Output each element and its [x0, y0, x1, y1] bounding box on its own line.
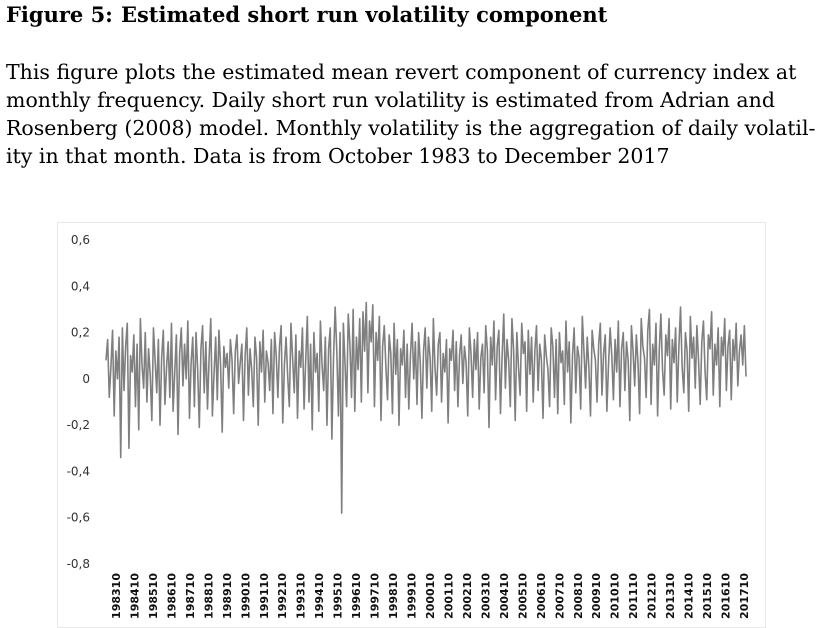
x-tick-label: 201610 [720, 573, 733, 619]
x-tick-label: 200010 [424, 573, 437, 619]
y-tick-label: -0,2 [67, 418, 90, 432]
y-tick-label: -0,6 [67, 511, 90, 525]
figure-label: Figure 5: [6, 2, 113, 27]
x-tick-label: 199310 [295, 573, 308, 619]
x-tick-label: 199910 [406, 573, 419, 619]
caption-line: Rosenberg (2008) model. Monthly volatili… [6, 116, 816, 140]
x-tick-label: 201710 [738, 573, 751, 619]
caption-line: ity in that month. Data is from October … [6, 144, 670, 168]
x-tick-label: 200210 [461, 573, 474, 619]
x-tick-label: 201410 [683, 573, 696, 619]
x-tick-label: 201010 [609, 573, 622, 619]
x-tick-label: 198410 [129, 573, 142, 619]
x-tick-label: 199110 [258, 573, 271, 619]
x-tick-label: 199010 [239, 573, 252, 619]
x-tick-label: 200510 [516, 573, 529, 619]
y-tick-label: -0,8 [67, 557, 90, 571]
caption-line: monthly frequency. Daily short run volat… [6, 88, 775, 112]
series-line [105, 301, 747, 514]
x-tick-label: 199610 [350, 573, 363, 619]
x-tick-label: 200410 [498, 573, 511, 619]
chart-area: 0,6 0,4 0,2 0 -0,2 -0,4 -0,6 -0,8 198310 198410 19… [57, 222, 766, 628]
y-tick-label: 0 [82, 372, 90, 386]
x-tick-label: 201110 [627, 573, 640, 619]
x-tick-label: 198810 [202, 573, 215, 619]
x-tick-label: 198710 [184, 573, 197, 619]
y-tick-label: 0,2 [71, 326, 90, 340]
x-tick-label: 200610 [535, 573, 548, 619]
volatility-line-chart: 0,6 0,4 0,2 0 -0,2 -0,4 -0,6 -0,8 198310 198410 19… [67, 233, 751, 619]
x-tick-label: 199710 [369, 573, 382, 619]
figure-caption: This figure plots the estimated mean rev… [6, 58, 816, 170]
x-tick-label: 198910 [221, 573, 234, 619]
caption-line: This figure plots the estimated mean rev… [6, 60, 797, 84]
y-tick-label: -0,4 [67, 464, 90, 478]
figure-title: Figure 5: Estimated short run volatility … [6, 2, 607, 27]
x-tick-label: 198310 [110, 573, 123, 619]
x-tick-label: 200810 [572, 573, 585, 619]
x-tick-label: 200710 [553, 573, 566, 619]
x-tick-label: 199810 [387, 573, 400, 619]
x-tick-label: 201310 [664, 573, 677, 619]
y-tick-label: 0,4 [71, 279, 90, 293]
x-tick-label: 200110 [443, 573, 456, 619]
x-tick-label: 200310 [479, 573, 492, 619]
figure-title-text: Estimated short run volatility component [120, 2, 608, 27]
x-tick-label: 198510 [147, 573, 160, 619]
x-tick-label: 201210 [646, 573, 659, 619]
y-tick-label: 0,6 [71, 233, 90, 247]
x-tick-label: 201510 [701, 573, 714, 619]
x-tick-label: 198610 [165, 573, 178, 619]
x-tick-label: 199510 [332, 573, 345, 619]
x-tick-label: 199410 [313, 573, 326, 619]
x-tick-label: 200910 [590, 573, 603, 619]
x-tick-label: 199210 [276, 573, 289, 619]
